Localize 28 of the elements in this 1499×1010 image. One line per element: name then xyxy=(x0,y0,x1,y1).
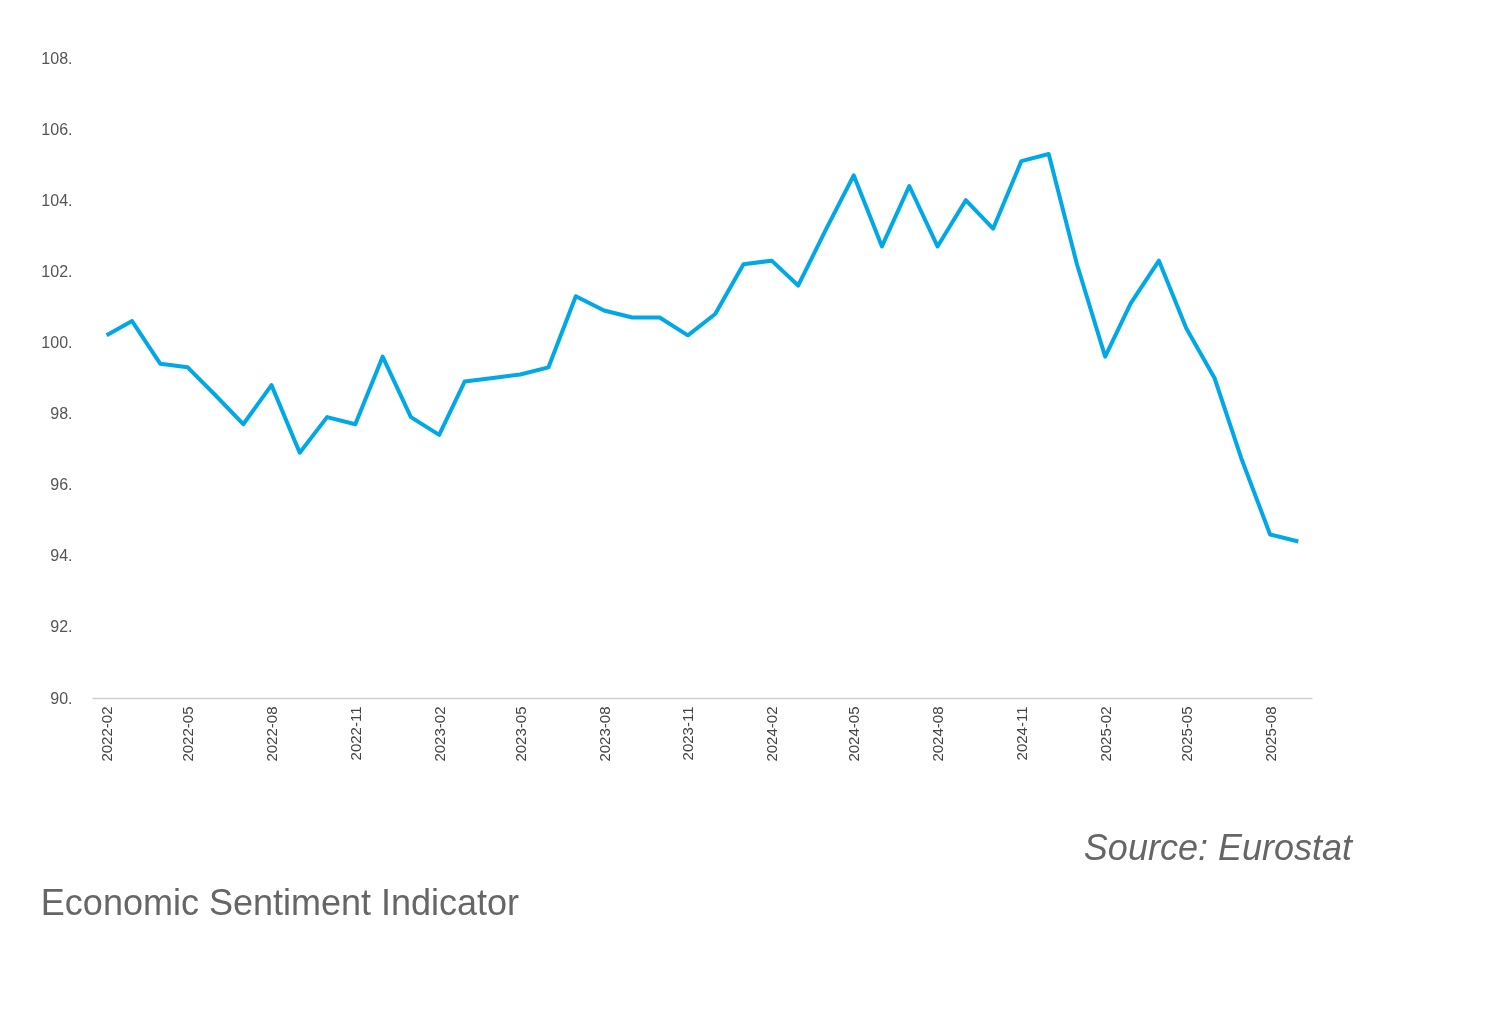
x-tick-label: 2024-05 xyxy=(845,706,863,762)
x-tick-label: 2025-02 xyxy=(1096,706,1114,762)
x-tick-label: 2023-11 xyxy=(679,706,697,761)
x-tick-label: 2023-05 xyxy=(511,706,529,762)
x-tick-label: 2025-05 xyxy=(1177,706,1195,762)
y-tick-label: 98. xyxy=(50,405,73,423)
y-tick-label: 96. xyxy=(50,476,73,494)
x-tick-label: 2023-08 xyxy=(595,706,613,762)
source-note: Source: Eurostat xyxy=(1083,827,1354,868)
y-tick-label: 94. xyxy=(50,547,73,565)
line-series xyxy=(104,152,1301,544)
text: Economic Sentiment Indicator xyxy=(40,882,520,923)
x-tick-label: 2022-11 xyxy=(346,706,364,761)
y-tick-label: 90. xyxy=(50,689,73,707)
x-tick-label: 2025-08 xyxy=(1261,706,1279,762)
x-tick-label: 2022-08 xyxy=(262,706,280,762)
x-tick-label: 2022-02 xyxy=(98,706,116,762)
x-tick-label: 2024-02 xyxy=(763,706,781,762)
y-tick-label: 108. xyxy=(41,49,73,67)
y-tick-label: 104. xyxy=(41,191,73,209)
x-tick-label: 2024-11 xyxy=(1012,706,1030,761)
x-tick-label: 2024-08 xyxy=(929,706,947,762)
y-tick-label: 106. xyxy=(41,120,73,138)
y-tick-label: 92. xyxy=(50,618,73,636)
y-tick-label: 102. xyxy=(41,262,73,280)
x-tick-label: 2023-02 xyxy=(430,706,448,762)
x-tick-label: 2022-05 xyxy=(179,706,197,762)
y-tick-label: 100. xyxy=(41,333,73,351)
